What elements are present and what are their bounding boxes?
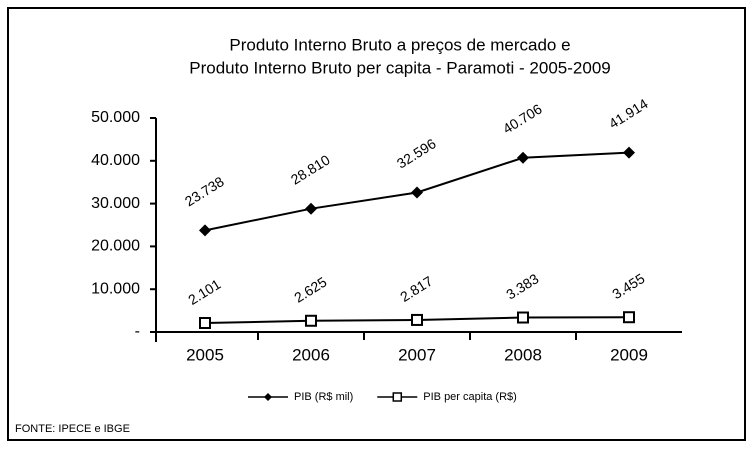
- marker: [305, 314, 317, 327]
- y-tick-label: 10.000: [91, 280, 140, 297]
- x-tick-label: 2006: [292, 345, 330, 364]
- y-tick-label: 50.000: [91, 109, 140, 126]
- x-tick-label: 2007: [398, 345, 436, 364]
- marker: [623, 311, 635, 324]
- y-tick-label: 30.000: [91, 195, 140, 212]
- chart-title: Produto Interno Bruto per capita - Param…: [189, 58, 610, 77]
- x-tick-label: 2008: [504, 345, 542, 364]
- source: FONTE: IPECE e IBGE: [15, 423, 130, 435]
- x-tick-label: 2009: [610, 345, 648, 364]
- legend-label: PIB (R$ mil): [294, 391, 353, 403]
- chart-title: Produto Interno Bruto a preços de mercad…: [229, 35, 570, 54]
- legend-marker: [264, 393, 272, 401]
- y-tick-label: 40.000: [91, 152, 140, 169]
- marker: [517, 311, 529, 324]
- legend-label: PIB per capita (R$): [423, 391, 517, 403]
- chart-border: [7, 7, 746, 441]
- marker: [199, 224, 211, 237]
- y-tick-label: 20.000: [91, 238, 140, 255]
- y-tick-label: -: [135, 323, 140, 340]
- marker: [411, 313, 423, 326]
- marker: [199, 317, 211, 330]
- marker: [411, 186, 423, 199]
- marker: [517, 151, 529, 164]
- marker: [623, 146, 635, 159]
- legend-marker: [392, 392, 403, 402]
- x-tick-label: 2005: [186, 345, 224, 364]
- marker: [305, 202, 317, 215]
